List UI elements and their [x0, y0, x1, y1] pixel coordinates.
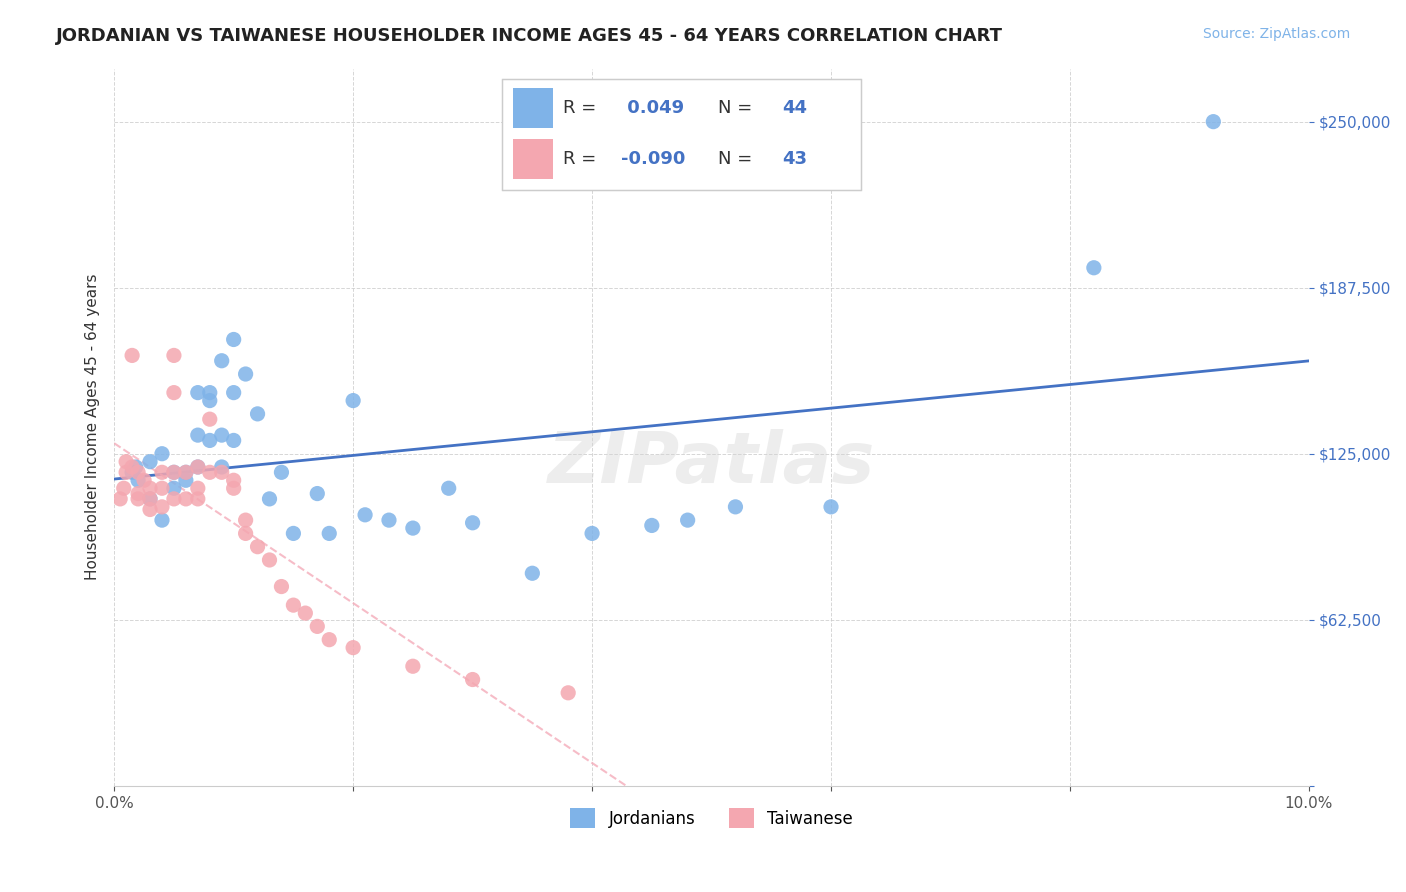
Point: [222, 333, 245, 347]
Point: [150, 466, 173, 480]
Point: [235, 526, 257, 541]
Point: [246, 407, 269, 421]
Point: [115, 466, 138, 480]
Point: [198, 385, 221, 400]
Point: [211, 428, 233, 442]
Point: [163, 491, 186, 506]
Point: [174, 466, 197, 480]
Point: [139, 481, 162, 495]
Point: [402, 659, 425, 673]
Point: [132, 473, 155, 487]
Point: [724, 500, 747, 514]
Point: [235, 367, 257, 381]
Point: [127, 486, 149, 500]
Point: [121, 466, 143, 480]
Point: [342, 640, 364, 655]
Point: [127, 491, 149, 506]
Point: [318, 526, 340, 541]
Legend: Jordanians, Taiwanese: Jordanians, Taiwanese: [564, 801, 859, 835]
Point: [127, 466, 149, 480]
Point: [270, 580, 292, 594]
Point: [307, 486, 329, 500]
Point: [163, 481, 186, 495]
Point: [139, 502, 162, 516]
Point: [270, 466, 292, 480]
Text: ZIPatlas: ZIPatlas: [548, 428, 875, 498]
Point: [125, 460, 148, 475]
Point: [187, 481, 209, 495]
Point: [557, 686, 579, 700]
Point: [1083, 260, 1105, 275]
Point: [163, 466, 186, 480]
Point: [222, 434, 245, 448]
Point: [150, 481, 173, 495]
Point: [150, 447, 173, 461]
Point: [198, 412, 221, 426]
Point: [187, 460, 209, 475]
Point: [246, 540, 269, 554]
Point: [581, 526, 603, 541]
Y-axis label: Householder Income Ages 45 - 64 years: Householder Income Ages 45 - 64 years: [86, 274, 100, 581]
Point: [307, 619, 329, 633]
Point: [121, 460, 143, 475]
Point: [150, 513, 173, 527]
Point: [378, 513, 401, 527]
Point: [211, 466, 233, 480]
Point: [187, 385, 209, 400]
Point: [211, 353, 233, 368]
Point: [641, 518, 664, 533]
Text: JORDANIAN VS TAIWANESE HOUSEHOLDER INCOME AGES 45 - 64 YEARS CORRELATION CHART: JORDANIAN VS TAIWANESE HOUSEHOLDER INCOM…: [56, 27, 1004, 45]
Point: [676, 513, 699, 527]
Point: [437, 481, 460, 495]
Point: [235, 513, 257, 527]
Point: [342, 393, 364, 408]
Point: [174, 491, 197, 506]
Text: Source: ZipAtlas.com: Source: ZipAtlas.com: [1202, 27, 1350, 41]
Point: [211, 460, 233, 475]
Point: [461, 516, 484, 530]
Point: [127, 473, 149, 487]
Point: [222, 481, 245, 495]
Point: [150, 500, 173, 514]
Point: [163, 385, 186, 400]
Point: [112, 481, 135, 495]
Point: [820, 500, 842, 514]
Point: [222, 473, 245, 487]
Point: [318, 632, 340, 647]
Point: [187, 428, 209, 442]
Point: [222, 385, 245, 400]
Point: [259, 491, 281, 506]
Point: [1202, 114, 1225, 128]
Point: [198, 393, 221, 408]
Point: [283, 598, 305, 612]
Point: [139, 491, 162, 506]
Point: [354, 508, 377, 522]
Point: [187, 460, 209, 475]
Point: [139, 491, 162, 506]
Point: [294, 606, 316, 620]
Point: [402, 521, 425, 535]
Point: [187, 491, 209, 506]
Point: [108, 491, 131, 506]
Point: [163, 348, 186, 362]
Point: [139, 455, 162, 469]
Point: [522, 566, 544, 581]
Point: [283, 526, 305, 541]
Point: [174, 466, 197, 480]
Point: [198, 466, 221, 480]
Point: [174, 473, 197, 487]
Point: [259, 553, 281, 567]
Point: [163, 466, 186, 480]
Point: [461, 673, 484, 687]
Point: [198, 434, 221, 448]
Point: [115, 455, 138, 469]
Point: [121, 348, 143, 362]
